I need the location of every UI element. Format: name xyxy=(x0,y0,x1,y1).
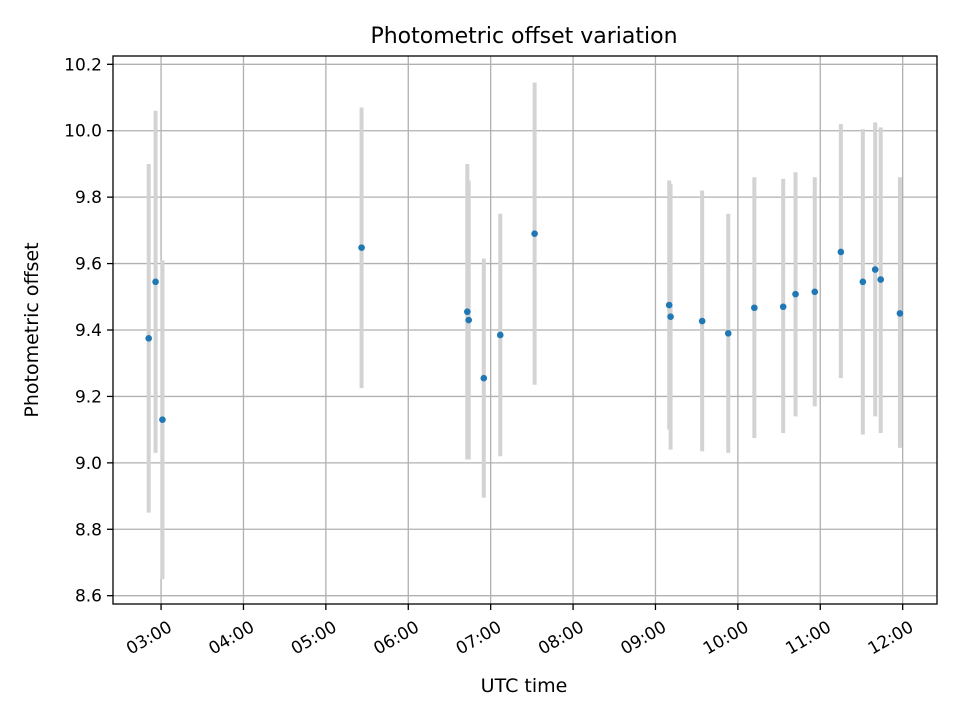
data-point xyxy=(724,330,732,337)
y-tick-label: 9.8 xyxy=(75,188,102,208)
data-point xyxy=(792,290,799,298)
data-point xyxy=(145,335,153,342)
data-point xyxy=(159,416,166,423)
y-tick-label: 9.6 xyxy=(75,255,102,275)
y-axis-label: Photometric offset xyxy=(21,242,43,417)
y-tick-label: 9.2 xyxy=(75,387,102,407)
data-point xyxy=(751,304,758,312)
data-point xyxy=(152,278,159,286)
data-point xyxy=(698,317,706,325)
y-axis-ticks: 8.6 8.8 9.0 9.2 9.4 9.6 9.8 10.0 10.2 xyxy=(64,55,113,607)
data-point xyxy=(877,276,884,283)
data-point xyxy=(779,303,787,311)
data-point xyxy=(871,266,879,273)
data-point xyxy=(464,308,471,316)
data-point xyxy=(496,331,504,339)
data-point xyxy=(465,316,472,324)
data-point xyxy=(665,301,673,309)
data-point xyxy=(811,288,819,296)
point-layer xyxy=(145,230,904,423)
chart-title: Photometric offset variation xyxy=(370,24,677,49)
data-point xyxy=(480,374,488,382)
y-tick-label: 10.2 xyxy=(64,55,102,75)
data-point xyxy=(667,313,674,321)
data-point xyxy=(837,248,845,256)
y-tick-label: 8.6 xyxy=(75,587,102,607)
data-point xyxy=(896,310,904,317)
data-point xyxy=(531,230,538,237)
y-tick-label: 8.8 xyxy=(75,520,102,540)
data-point xyxy=(358,244,365,251)
y-tick-label: 9.0 xyxy=(75,454,102,474)
x-axis-label: UTC time xyxy=(481,675,568,697)
y-tick-label: 10.0 xyxy=(64,122,102,142)
y-tick-label: 9.4 xyxy=(75,321,102,341)
data-point xyxy=(859,278,867,286)
